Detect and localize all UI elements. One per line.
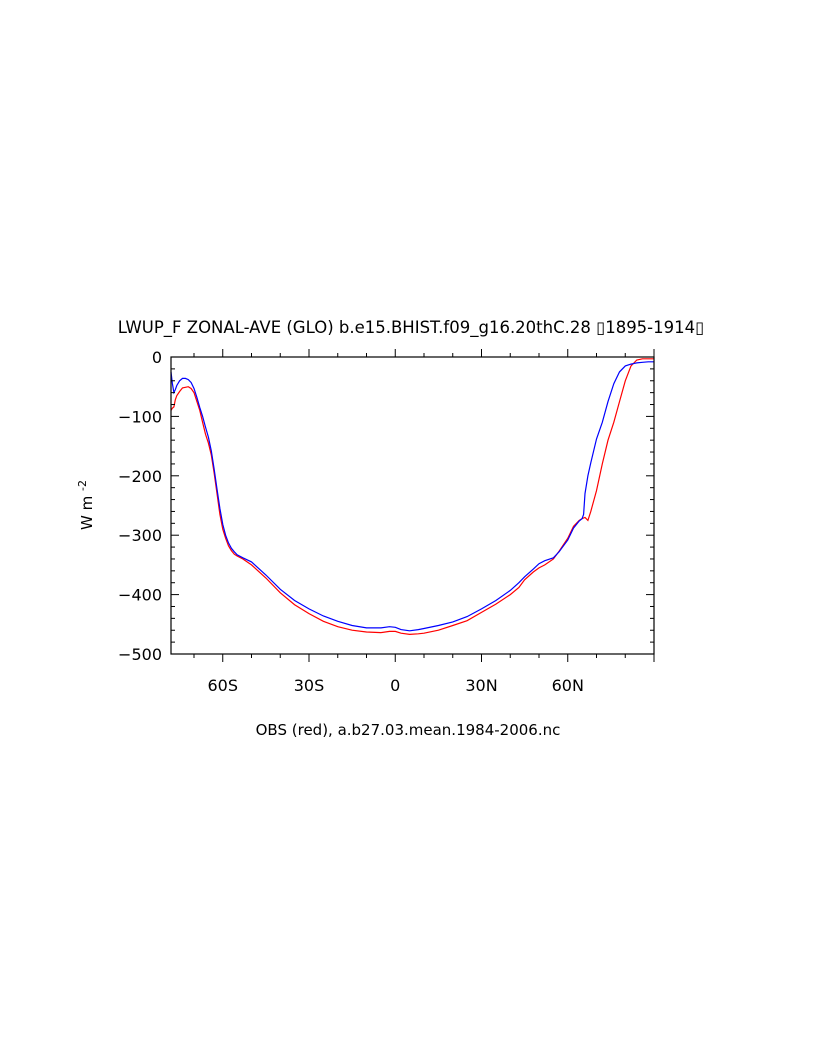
x-tick-label: 30S [294,676,325,695]
y-tick-labels: 0 −100 −200 −300 −400 −500 [118,348,162,664]
x-tick-label: 60S [207,676,238,695]
x-tick-label: 60N [552,676,584,695]
y-tick-label: −100 [118,407,162,426]
ticks-layer [171,349,655,662]
y-tick-label: −500 [118,645,162,664]
series-layer [170,358,654,636]
chart-title: LWUP_F ZONAL-AVE (GLO) b.e15.BHIST.f09_g… [118,318,704,338]
series-line-1 [170,361,654,632]
y-tick-label: −400 [118,586,162,605]
y-axis-label-exponent: -2 [76,480,89,491]
plot-frame [170,356,655,655]
x-tick-label: 0 [390,676,400,695]
series-line-0 [170,358,654,636]
y-tick-label: −300 [118,526,162,545]
x-tick-labels: 60S 30S 0 30N 60N [207,676,583,695]
y-tick-label: 0 [152,348,162,367]
y-axis-label: W m -2 [76,480,96,530]
y-tick-label: −200 [118,467,162,486]
x-axis-label: OBS (red), a.b27.03.mean.1984-2006.nc [256,721,561,739]
x-tick-label: 30N [465,676,497,695]
y-axis-label-text: W m [78,496,96,530]
